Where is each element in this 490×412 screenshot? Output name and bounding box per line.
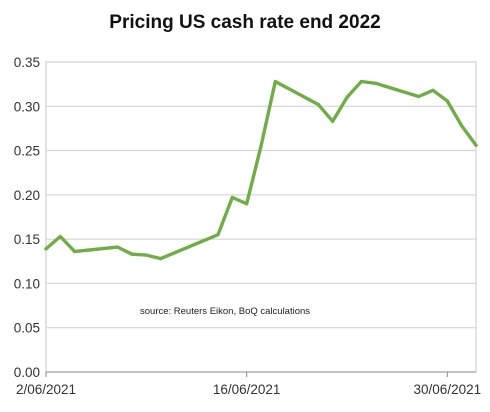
- data-point: [259, 144, 263, 148]
- data-point: [73, 249, 77, 254]
- chart-title: Pricing US cash rate end 2022: [109, 12, 381, 33]
- source-annotation: source: Reuters Eikon, BoQ calculations: [140, 306, 310, 317]
- y-tick-label: 0.35: [14, 55, 40, 70]
- data-point: [460, 124, 464, 128]
- y-tick-label: 0.25: [14, 144, 40, 159]
- data-point: [417, 94, 421, 99]
- data-point: [245, 202, 249, 206]
- y-tick-label: 0.30: [14, 99, 40, 114]
- y-tick-label: 0.05: [14, 321, 40, 336]
- data-point: [374, 81, 378, 85]
- data-point: [130, 252, 134, 256]
- data-point: [331, 119, 335, 123]
- data-point: [216, 233, 220, 237]
- data-point: [230, 195, 234, 200]
- x-tick-label: 2/06/2021: [16, 382, 76, 397]
- data-point: [58, 234, 62, 239]
- data-point: [359, 79, 363, 84]
- data-point: [431, 88, 435, 92]
- y-tick-label: 0.10: [14, 276, 40, 291]
- data-point: [144, 253, 148, 257]
- data-point: [474, 143, 478, 147]
- data-point: [44, 247, 48, 251]
- data-point: [345, 95, 349, 100]
- x-tick-label: 16/06/2021: [213, 382, 281, 397]
- series-line: [44, 79, 478, 261]
- x-tick-label: 30/06/2021: [414, 382, 482, 397]
- plot-area: [45, 61, 477, 373]
- y-tick-label: 0.15: [14, 232, 40, 247]
- data-point: [159, 257, 163, 261]
- y-tick-label: 0.20: [14, 188, 40, 203]
- data-point: [316, 102, 320, 107]
- data-point: [273, 79, 277, 84]
- y-tick-label: 0.00: [14, 365, 40, 380]
- data-point: [116, 245, 120, 249]
- data-point: [445, 99, 449, 103]
